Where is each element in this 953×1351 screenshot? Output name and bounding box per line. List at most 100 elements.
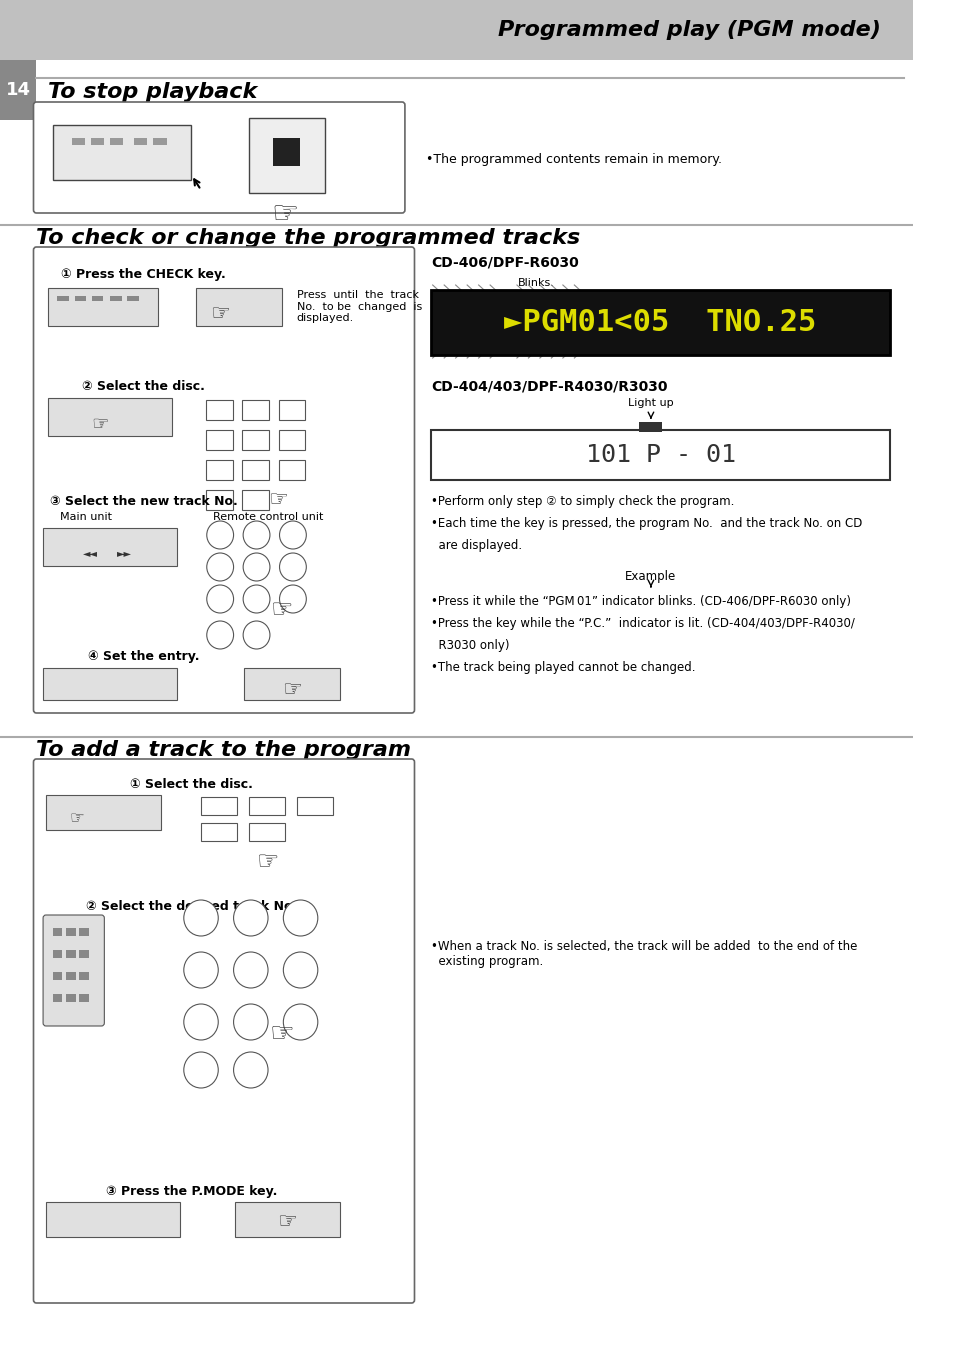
Bar <box>43 667 177 700</box>
Circle shape <box>283 1004 317 1040</box>
Circle shape <box>233 1052 268 1088</box>
Bar <box>0 0 912 59</box>
Text: ☞: ☞ <box>69 809 84 827</box>
FancyBboxPatch shape <box>33 759 414 1302</box>
Text: Example: Example <box>624 570 676 584</box>
Text: R3030 only): R3030 only) <box>431 639 509 653</box>
Bar <box>296 797 333 815</box>
Bar <box>196 288 282 326</box>
Text: ③ Press the P.MODE key.: ③ Press the P.MODE key. <box>106 1185 277 1198</box>
Text: ① Press the CHECK key.: ① Press the CHECK key. <box>61 267 226 281</box>
Text: ☞: ☞ <box>270 1020 294 1048</box>
Bar <box>91 138 104 145</box>
Bar <box>242 400 269 420</box>
Circle shape <box>279 553 306 581</box>
Bar <box>242 430 269 450</box>
Bar <box>278 430 305 450</box>
Bar <box>431 430 889 480</box>
Bar <box>206 400 233 420</box>
Bar <box>66 994 75 1002</box>
Text: 14: 14 <box>6 81 30 99</box>
Text: Programmed play (PGM mode): Programmed play (PGM mode) <box>497 20 880 41</box>
Circle shape <box>184 952 218 988</box>
Text: ③ Select the new track No.: ③ Select the new track No. <box>50 494 237 508</box>
Circle shape <box>184 1004 218 1040</box>
Bar <box>43 528 177 566</box>
Bar <box>110 138 123 145</box>
Bar <box>66 971 75 979</box>
Bar <box>639 422 661 432</box>
Circle shape <box>279 585 306 613</box>
Circle shape <box>233 1004 268 1040</box>
Circle shape <box>243 521 270 549</box>
Text: ☞: ☞ <box>282 680 302 700</box>
Bar <box>249 118 325 193</box>
Bar <box>79 950 89 958</box>
Text: 101 P - 01: 101 P - 01 <box>585 443 735 467</box>
FancyBboxPatch shape <box>33 101 404 213</box>
Bar <box>52 928 62 936</box>
Text: ☞: ☞ <box>91 415 110 434</box>
Text: ② Select the desired track No.: ② Select the desired track No. <box>86 900 296 913</box>
Bar <box>273 138 299 166</box>
Bar <box>46 794 161 830</box>
Bar <box>52 994 62 1002</box>
FancyBboxPatch shape <box>33 247 414 713</box>
Text: •When a track No. is selected, the track will be added  to the end of the
  exis: •When a track No. is selected, the track… <box>431 940 856 969</box>
Bar <box>79 928 89 936</box>
Bar <box>278 459 305 480</box>
Text: ① Select the disc.: ① Select the disc. <box>130 778 253 790</box>
Bar <box>201 823 237 842</box>
FancyBboxPatch shape <box>43 915 104 1025</box>
Text: ☞: ☞ <box>268 490 287 509</box>
Bar <box>206 490 233 509</box>
Text: ☞: ☞ <box>210 304 230 324</box>
Circle shape <box>184 1052 218 1088</box>
Text: To stop playback: To stop playback <box>48 82 257 101</box>
Circle shape <box>207 553 233 581</box>
Bar <box>48 399 172 436</box>
Circle shape <box>243 553 270 581</box>
Text: ►PGM01<05  TNO.25: ►PGM01<05 TNO.25 <box>504 308 816 336</box>
Text: •The programmed contents remain in memory.: •The programmed contents remain in memor… <box>426 154 721 166</box>
Text: •The track being played cannot be changed.: •The track being played cannot be change… <box>431 661 695 674</box>
Text: To add a track to the program: To add a track to the program <box>36 740 411 761</box>
Circle shape <box>243 621 270 648</box>
Bar <box>0 59 36 120</box>
Bar <box>74 296 86 301</box>
Bar <box>66 950 75 958</box>
Text: ② Select the disc.: ② Select the disc. <box>82 380 205 393</box>
Text: ☞: ☞ <box>271 598 294 621</box>
Text: ☞: ☞ <box>277 1212 297 1232</box>
Text: CD-404/403/DPF-R4030/R3030: CD-404/403/DPF-R4030/R3030 <box>431 380 666 394</box>
Bar <box>234 1202 339 1238</box>
Bar <box>91 296 103 301</box>
Circle shape <box>283 952 317 988</box>
Text: Light up: Light up <box>627 399 673 408</box>
Text: Remote control unit: Remote control unit <box>213 512 323 521</box>
Bar <box>206 459 233 480</box>
Text: ☞: ☞ <box>272 200 298 230</box>
Bar <box>431 290 889 355</box>
Circle shape <box>243 585 270 613</box>
Text: ④ Set the entry.: ④ Set the entry. <box>88 650 199 663</box>
Bar <box>52 950 62 958</box>
Text: •Press the key while the “P.C.”  indicator is lit. (CD-404/403/DPF-R4030/: •Press the key while the “P.C.” indicato… <box>431 617 854 630</box>
Text: Blinks.: Blinks. <box>517 278 554 288</box>
Bar <box>249 823 285 842</box>
Text: CD-406/DPF-R6030: CD-406/DPF-R6030 <box>431 255 578 269</box>
Text: Main unit: Main unit <box>60 512 112 521</box>
Bar <box>48 288 158 326</box>
Bar <box>206 430 233 450</box>
Circle shape <box>207 621 233 648</box>
Text: To check or change the programmed tracks: To check or change the programmed tracks <box>36 228 580 249</box>
Circle shape <box>233 952 268 988</box>
Text: ☞: ☞ <box>256 850 279 874</box>
Bar <box>153 138 167 145</box>
Bar <box>46 1202 180 1238</box>
Bar <box>127 296 138 301</box>
Text: Press  until  the  track
No.  to be  changed  is
displayed.: Press until the track No. to be changed … <box>296 290 421 323</box>
Bar <box>57 296 69 301</box>
Bar <box>242 490 269 509</box>
Circle shape <box>184 900 218 936</box>
